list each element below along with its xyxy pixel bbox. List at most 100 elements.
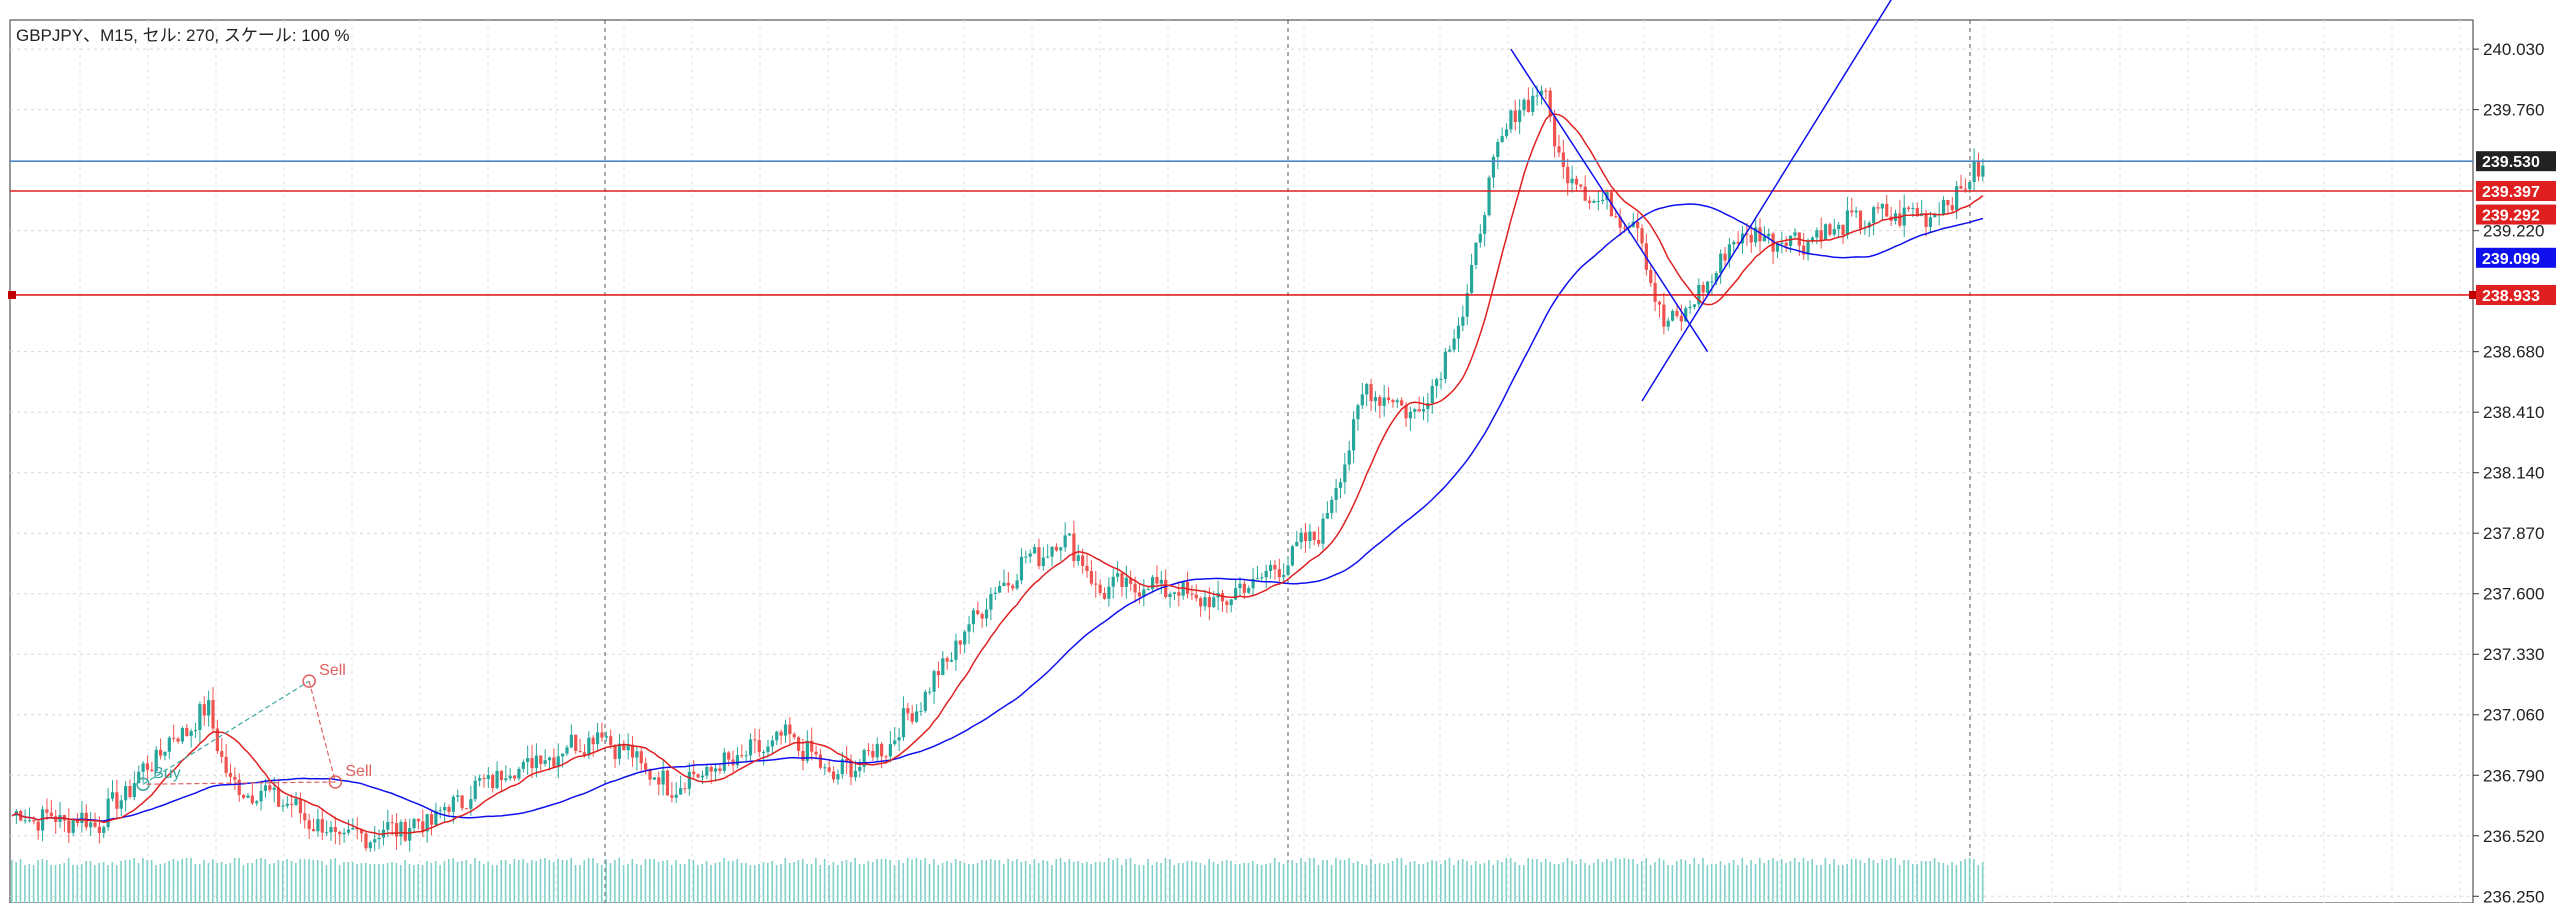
candle-body bbox=[464, 808, 469, 810]
volume-bar bbox=[797, 860, 800, 903]
candle-body bbox=[556, 756, 560, 767]
candle-body bbox=[1413, 409, 1417, 412]
candle-body bbox=[1347, 450, 1351, 465]
candle-body bbox=[1308, 531, 1312, 542]
volume-bar bbox=[740, 863, 743, 903]
candle-body bbox=[1159, 579, 1163, 584]
price-tick-label: 237.600 bbox=[2483, 585, 2544, 604]
volume-bar bbox=[238, 858, 240, 903]
candle-body bbox=[1915, 208, 1919, 217]
volume-bar bbox=[1466, 861, 1468, 903]
volume-bar bbox=[649, 859, 651, 903]
volume-bar bbox=[142, 858, 144, 903]
candle-body bbox=[818, 754, 823, 768]
volume-bar bbox=[1330, 865, 1333, 903]
candle-body bbox=[1172, 592, 1177, 594]
price-tag-label: 239.292 bbox=[2482, 208, 2540, 225]
volume-bar bbox=[517, 860, 520, 903]
candle-body bbox=[255, 801, 259, 804]
candle-body bbox=[45, 809, 49, 813]
candle-body bbox=[1553, 116, 1557, 147]
volume-bar bbox=[172, 859, 175, 903]
candle-body bbox=[574, 734, 578, 751]
volume-bar bbox=[614, 860, 616, 903]
volume-bar bbox=[836, 865, 839, 903]
candle-body bbox=[1911, 208, 1915, 210]
volume-bar bbox=[710, 865, 712, 903]
candle-body bbox=[989, 594, 993, 610]
price-tick-label: 238.410 bbox=[2483, 403, 2544, 422]
candle-body bbox=[827, 767, 831, 772]
candle-body bbox=[325, 832, 329, 834]
volume-bar bbox=[1094, 862, 1097, 903]
candle-body bbox=[1325, 513, 1329, 519]
candle-body bbox=[390, 822, 394, 824]
volume-bar bbox=[1789, 861, 1792, 903]
volume-bar bbox=[330, 859, 332, 903]
volume-bar bbox=[351, 862, 354, 903]
candle-body bbox=[1041, 557, 1045, 567]
candle-body bbox=[923, 691, 927, 711]
candle-body bbox=[1251, 578, 1255, 589]
volume-bar bbox=[373, 864, 376, 903]
candle-body bbox=[1767, 233, 1771, 237]
candle-body bbox=[1024, 556, 1028, 558]
volume-bar bbox=[1365, 865, 1368, 903]
volume-bar bbox=[609, 863, 612, 903]
candle-body bbox=[1981, 165, 1985, 177]
candle-body bbox=[1614, 216, 1618, 218]
volume-bar bbox=[1300, 858, 1302, 903]
candle-body bbox=[1845, 210, 1849, 236]
volume-bar bbox=[1383, 864, 1385, 903]
candle-body bbox=[600, 732, 604, 738]
candle-body bbox=[1469, 264, 1474, 294]
volume-bar bbox=[1741, 858, 1744, 903]
candle-body bbox=[1137, 592, 1142, 597]
volume-bar bbox=[487, 862, 489, 903]
candle-body bbox=[1640, 228, 1644, 244]
price-tag bbox=[2476, 284, 2556, 305]
volume-bar bbox=[229, 863, 232, 903]
volume-bar bbox=[806, 864, 808, 903]
candle-body bbox=[373, 839, 377, 843]
candle-body bbox=[993, 592, 997, 595]
volume-bar bbox=[1116, 858, 1119, 903]
candle-body bbox=[1566, 166, 1570, 184]
volume-bar bbox=[1081, 863, 1084, 903]
volume-bar bbox=[491, 865, 494, 903]
candle-body bbox=[906, 708, 910, 714]
volume-bar bbox=[1846, 864, 1848, 903]
candle-body bbox=[692, 771, 696, 775]
volume-bar bbox=[976, 863, 979, 903]
candle-body bbox=[1032, 547, 1037, 554]
volume-bar bbox=[600, 865, 603, 903]
volume-bar bbox=[1671, 865, 1674, 903]
candle-body bbox=[1395, 400, 1399, 403]
volume-bar bbox=[37, 860, 39, 903]
candle-body bbox=[1806, 241, 1810, 255]
candle-body bbox=[242, 794, 246, 798]
candle-body bbox=[1544, 90, 1548, 92]
candle-body bbox=[351, 828, 355, 830]
candle-body bbox=[1046, 556, 1050, 558]
volume-bar bbox=[115, 865, 118, 903]
price-tick-label: 236.250 bbox=[2483, 887, 2544, 903]
candle-body bbox=[211, 700, 215, 729]
volume-bar bbox=[1824, 858, 1827, 903]
candle-body bbox=[1116, 573, 1120, 577]
candle-body bbox=[434, 810, 438, 825]
trade-markers: Buy Sell Sell bbox=[136, 662, 372, 791]
volume-bar bbox=[15, 862, 17, 903]
price-tick-label: 239.760 bbox=[2483, 101, 2544, 120]
candle-body bbox=[360, 829, 364, 834]
trade-connector bbox=[142, 680, 310, 785]
candle-body bbox=[1373, 397, 1378, 402]
candle-body bbox=[399, 821, 403, 837]
candle-body bbox=[386, 822, 390, 830]
horizontal-lines[interactable] bbox=[8, 160, 2477, 299]
candle-body bbox=[1063, 535, 1067, 548]
trendlines[interactable] bbox=[1510, 0, 1892, 402]
volume-bar bbox=[207, 863, 210, 903]
